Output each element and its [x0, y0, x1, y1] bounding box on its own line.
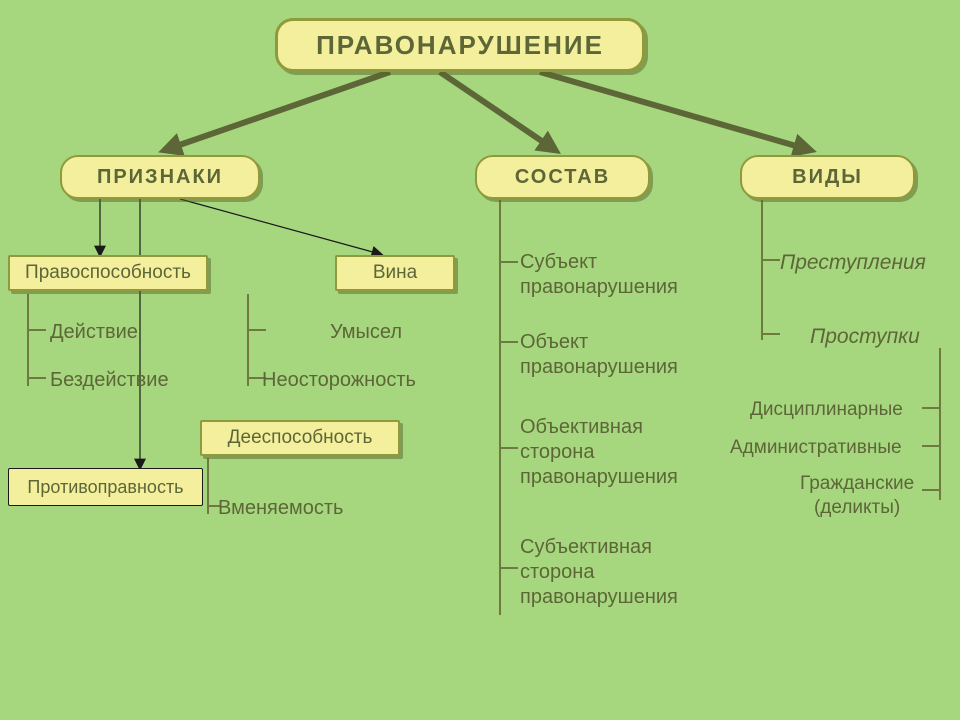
text-sanity: Вменяемость — [218, 496, 343, 521]
text-misdeeds: Проступки — [810, 324, 920, 350]
text-subjside: Субъективная сторона правонарушения — [520, 535, 678, 610]
text-intent: Умысел — [330, 320, 402, 345]
text-civil: Гражданские (деликты) — [800, 472, 914, 520]
text-admin: Административные — [730, 436, 902, 460]
node-guilt: Вина — [335, 255, 455, 291]
text-object: Объект правонарушения — [520, 330, 678, 380]
connector-layer — [0, 0, 960, 720]
node-signs: ПРИЗНАКИ — [60, 155, 260, 199]
text-inaction: Бездействие — [50, 368, 169, 393]
node-wrongful: Противоправность — [8, 468, 203, 506]
text-negligence: Неосторожность — [262, 368, 416, 393]
node-capacity: Правоспособность — [8, 255, 208, 291]
text-disc: Дисциплинарные — [750, 398, 903, 422]
text-crimes: Преступления — [780, 250, 926, 276]
text-subject: Субъект правонарушения — [520, 250, 678, 300]
node-composition: СОСТАВ — [475, 155, 650, 199]
diagram-canvas: ПРАВОНАРУШЕНИЕ ПРИЗНАКИ СОСТАВ ВИДЫ Правоспо… — [0, 0, 960, 720]
node-types: ВИДЫ — [740, 155, 915, 199]
node-capacity2: Дееспособность — [200, 420, 400, 456]
node-root: ПРАВОНАРУШЕНИЕ — [275, 18, 645, 72]
text-objside: Объективная сторона правонарушения — [520, 415, 678, 490]
text-action: Действие — [50, 320, 138, 345]
